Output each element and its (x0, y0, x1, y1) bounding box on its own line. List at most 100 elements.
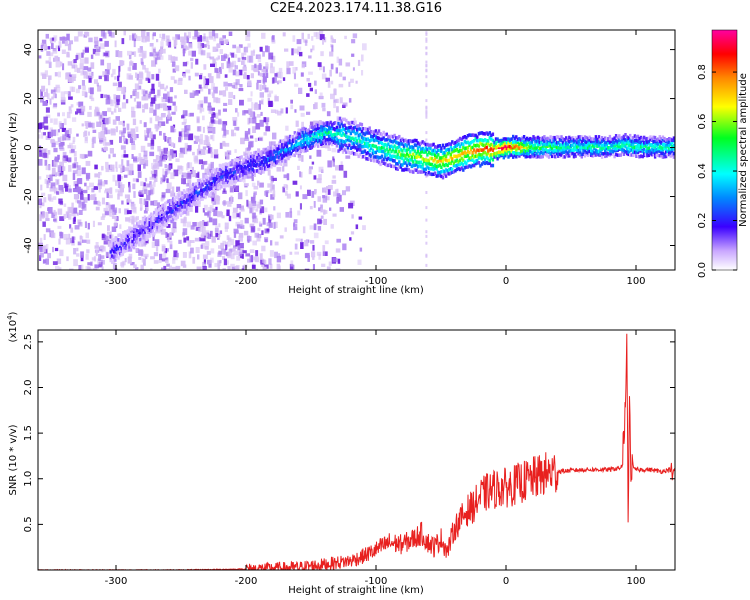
spectrogram-noise-cell (78, 265, 82, 270)
spectrogram-ridge-cell (196, 179, 200, 183)
spectrogram-noise-cell (425, 51, 428, 55)
spectrogram-noise-cell (86, 239, 91, 244)
spectrogram-ridge-cell (354, 120, 357, 124)
spectrogram-noise-cell (148, 93, 151, 98)
spectrogram-ridge-cell (287, 137, 290, 141)
spectrogram-ridge-cell (415, 151, 418, 156)
spectrogram-ridge-cell (161, 204, 164, 208)
spectrogram-ridge-cell (561, 147, 565, 152)
spectrogram-noise-cell (134, 270, 136, 277)
spectrogram-noise-cell (51, 129, 56, 137)
spectrogram-ridge-cell (120, 246, 123, 251)
spectrogram-noise-cell (88, 268, 92, 270)
spectrogram-noise-cell (332, 213, 337, 217)
spectrogram-ridge-cell (413, 157, 417, 162)
spectrogram-noise-cell (117, 190, 123, 197)
spectrogram-ridge-cell (243, 157, 247, 162)
spectrogram-ridge-cell (544, 137, 548, 142)
spectrogram-ridge-cell (290, 141, 293, 146)
spectrogram-ridge-cell (429, 143, 432, 147)
spectrogram-noise-cell (146, 127, 152, 134)
spectrogram-ridge-cell (312, 137, 315, 142)
spectrogram-noise-cell (72, 188, 78, 193)
spectrogram-ridge-cell (360, 155, 364, 159)
spectrogram-noise-cell (94, 245, 100, 249)
spectrogram-noise-cell (350, 78, 354, 83)
spectrogram-noise-cell (425, 254, 428, 258)
spectrogram-ridge-cell (189, 196, 192, 201)
spectrogram-ridge-cell (357, 154, 360, 159)
spectrogram-ridge-cell (273, 145, 276, 150)
spectrogram-noise-cell (161, 97, 166, 103)
spectrogram-ridge-cell (643, 141, 646, 145)
spectrogram-ridge-cell (660, 151, 663, 155)
spectrogram-ridge-cell (387, 137, 390, 141)
spectrogram-ridge-cell (318, 140, 321, 145)
spectrogram-ridge-cell (334, 135, 337, 139)
spectrogram-ridge-cell (298, 146, 301, 150)
spectrogram-noise-cell (157, 126, 160, 130)
spectrogram-ridge-cell (482, 148, 485, 152)
spectrogram-ridge-cell (614, 152, 618, 157)
spectrogram-ridge-cell (473, 143, 476, 148)
spectrogram-ridge-cell (448, 142, 451, 146)
spectrogram-noise-cell (73, 151, 77, 157)
spectrogram-noise-cell (264, 87, 269, 93)
spectrogram-ridge-cell (635, 138, 638, 143)
spectrogram-ridge-cell (380, 159, 384, 163)
spectrogram-noise-cell (221, 38, 224, 45)
spectrogram-noise-cell (186, 61, 189, 65)
spectrogram-ridge-cell (271, 149, 275, 153)
spectrogram-noise-cell (332, 161, 335, 167)
spectrogram-ridge-cell (341, 150, 345, 154)
spectrogram-noise-cell (223, 200, 226, 207)
spectrogram-ridge-cell (618, 138, 621, 142)
spectrogram-noise-cell (293, 223, 298, 230)
spectrogram-ridge-cell (281, 159, 284, 163)
spectrogram-ridge-cell (426, 165, 429, 169)
spectrogram-ridge-cell (207, 181, 211, 185)
spectrogram-ridge-cell (327, 124, 331, 128)
spectrogram-ridge-cell (395, 136, 398, 140)
spectrogram-ridge-cell (385, 157, 388, 162)
snr-ytick-label: 0.5 (23, 516, 34, 532)
spectrogram-noise-cell (301, 121, 304, 129)
spectrogram-noise-cell (76, 133, 79, 137)
spectrogram-ridge-cell (239, 170, 242, 175)
spectrogram-ridge-cell (421, 162, 424, 167)
spectrogram-ridge-cell (301, 139, 304, 143)
spectrogram-noise-cell (80, 255, 84, 262)
spectrogram-ridge-cell (176, 196, 179, 200)
spectrogram-noise-cell (62, 158, 66, 162)
spectrogram-ridge-cell (123, 241, 126, 246)
spectrogram-noise-cell (197, 41, 202, 49)
spectrogram-ridge-cell (610, 143, 613, 147)
spectrogram-ridge-cell (345, 118, 348, 123)
spectrogram-noise-cell (197, 202, 201, 207)
spectrogram-ylabel: Frequency (Hz) (8, 112, 19, 188)
spectrogram-ridge-cell (109, 255, 112, 260)
spectrogram-noise-cell (59, 216, 65, 221)
spectrogram-ridge-cell (380, 133, 384, 137)
spectrogram-noise-cell (206, 52, 211, 59)
spectrogram-ridge-cell (262, 147, 265, 152)
spectrogram-noise-cell (235, 71, 240, 77)
spectrogram-noise-cell (76, 67, 81, 73)
spectrogram-ridge-cell (284, 150, 287, 154)
spectrogram-noise-cell (202, 261, 206, 267)
spectrogram-ridge-cell (522, 135, 526, 139)
spectrogram-noise-cell (76, 108, 82, 114)
spectrogram-noise-cell (55, 171, 60, 176)
spectrogram-ridge-cell (326, 137, 329, 142)
spectrogram-noise-cell (112, 263, 117, 269)
spectrogram-noise-cell (327, 160, 332, 168)
spectrogram-ridge-cell (337, 139, 340, 143)
spectrogram-noise-cell (311, 139, 317, 145)
spectrogram-noise-cell (75, 111, 78, 115)
spectrogram-noise-cell (177, 167, 181, 171)
spectrogram-noise-cell (211, 91, 215, 96)
spectrogram-noise-cell (425, 109, 428, 113)
spectrogram-ridge-cell (413, 149, 417, 153)
spectrogram-ridge-cell (201, 188, 204, 192)
spectrogram-ridge-cell (549, 144, 552, 149)
